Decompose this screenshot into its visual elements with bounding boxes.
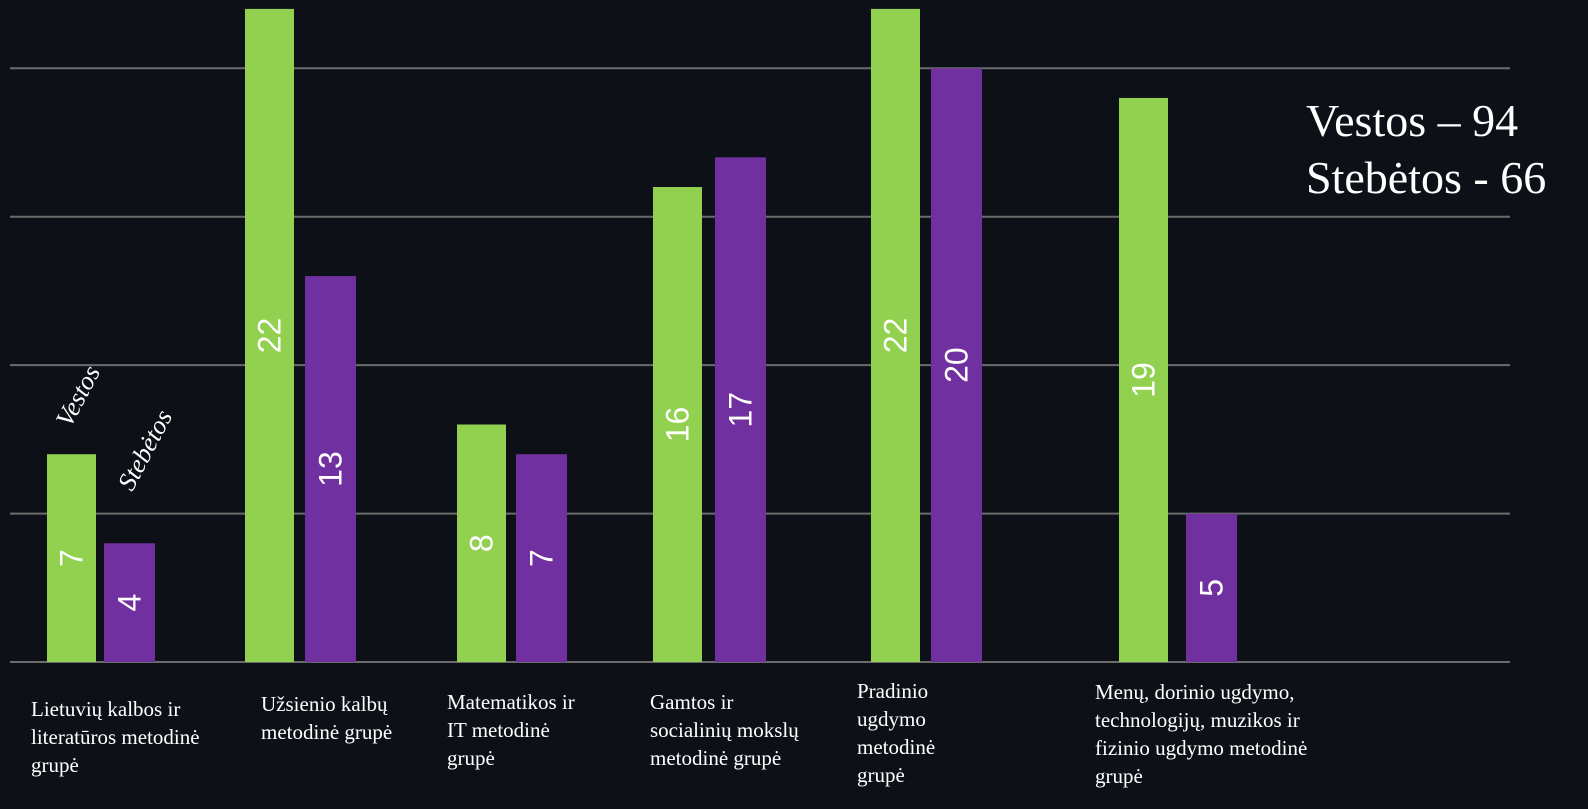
bar [871,8,920,663]
data-label: 22 [252,318,288,354]
bar [47,454,96,662]
bar [457,424,506,662]
x-tick-label: Matematikos ir IT metodinė grupė [447,690,575,770]
x-tick-label: Lietuvių kalbos ir literatūros metodinė … [31,697,200,777]
bar [931,68,982,663]
x-tick-label: Gamtos ir socialinių mokslų metodinė gru… [650,690,799,770]
totals: Vestos – 94 Stebėtos - 66 [1306,92,1546,206]
bar [1119,97,1168,663]
data-label: 13 [313,451,349,487]
bar [305,276,356,662]
bar [516,454,567,662]
data-label: 20 [939,347,975,383]
annotation: Stebėtos - 66 [1306,152,1547,203]
data-label: 7 [54,549,90,567]
annotation: Vestos – 94 [1306,95,1519,146]
bar [653,187,702,663]
data-label: 16 [660,407,696,443]
bar [104,543,155,662]
data-label: 4 [112,594,148,612]
legend-label: Stebėtos [112,405,178,495]
x-tick-label: Užsienio kalbų metodinė grupė [261,692,393,744]
bar [1186,513,1237,662]
x-tick-label: Menų, dorinio ugdymo, technologijų, muzi… [1095,680,1308,788]
legend-label: Vestos [50,360,106,431]
data-label: 19 [1126,362,1162,398]
bar [715,157,766,663]
data-label: 5 [1194,579,1230,597]
data-label: 22 [878,318,914,354]
data-label: 17 [723,392,759,428]
x-tick-label: Pradinio ugdymo metodinė grupė [857,679,936,787]
data-label: 7 [524,549,560,567]
data-label: 8 [464,534,500,552]
bar [245,8,294,663]
